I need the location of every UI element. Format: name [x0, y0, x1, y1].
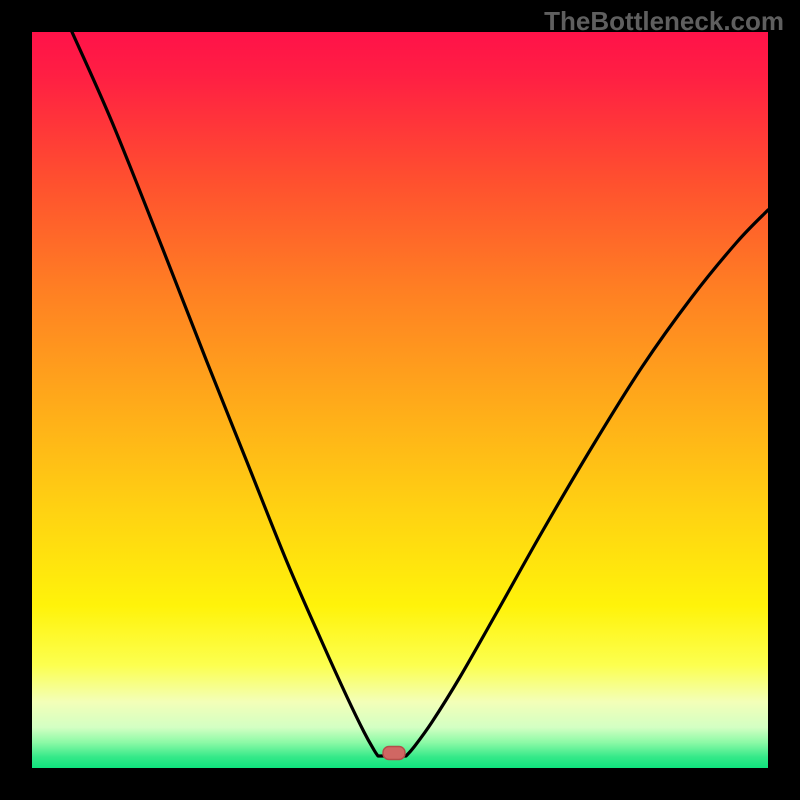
gradient-background [32, 32, 768, 768]
plot-area [32, 32, 768, 768]
optimum-marker [383, 747, 405, 760]
chart-container: TheBottleneck.com [0, 0, 800, 800]
chart-svg [32, 32, 768, 768]
